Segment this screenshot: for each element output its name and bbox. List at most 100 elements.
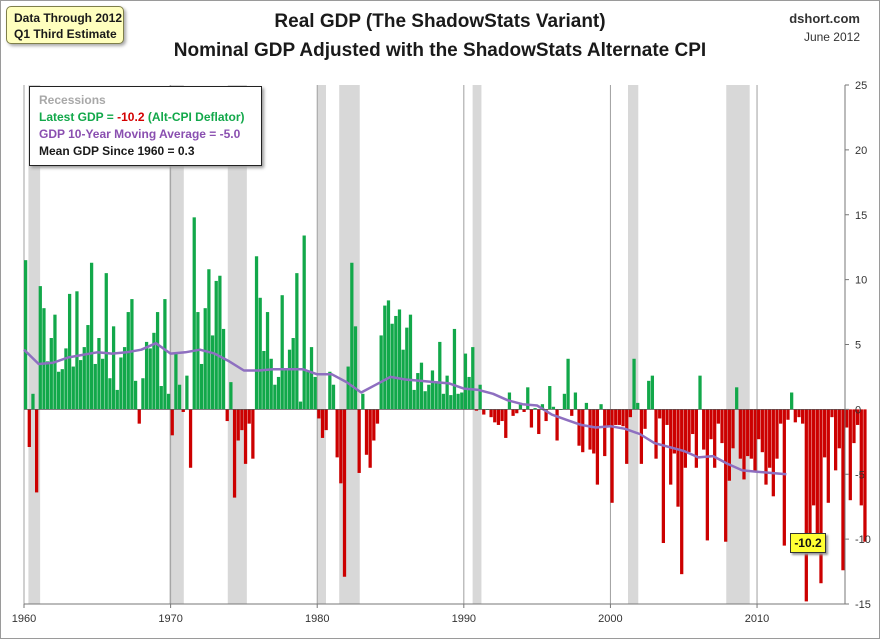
gdp-bar (291, 338, 295, 410)
gdp-bar (628, 409, 633, 418)
recession-band (628, 85, 639, 604)
gdp-bar (537, 409, 541, 435)
gdp-bar (482, 409, 486, 415)
gdp-bar (262, 350, 266, 410)
gdp-bar (661, 409, 666, 544)
gdp-bar (64, 348, 68, 410)
gdp-bar (735, 387, 739, 410)
gdp-bar (522, 409, 526, 412)
gdp-bar (287, 349, 292, 410)
gdp-bar (78, 360, 83, 410)
gdp-bar (306, 371, 310, 410)
legend-mean: Mean GDP Since 1960 = 0.3 (39, 144, 195, 158)
gdp-bar (654, 409, 658, 459)
gdp-bar (144, 341, 149, 410)
gdp-bar (823, 409, 827, 458)
gdp-bar (680, 409, 684, 575)
gdp-bar (137, 409, 141, 424)
gdp-bar (804, 409, 808, 602)
gdp-bar (720, 409, 724, 444)
gdp-bar (617, 409, 622, 425)
recession-band (28, 85, 41, 604)
gdp-bar (746, 409, 750, 457)
gdp-bar (313, 376, 317, 410)
gdp-bar (273, 384, 277, 410)
moving-average-line (23, 341, 787, 476)
gdp-bar (353, 326, 358, 410)
gdp-bar (742, 409, 746, 480)
gdp-bar (621, 409, 625, 427)
gdp-bar (397, 309, 402, 410)
gdp-bar (346, 366, 350, 410)
gdp-bar (317, 409, 321, 419)
gdp-bar (93, 363, 97, 410)
gdp-bar (797, 409, 801, 418)
gdp-bar (573, 392, 578, 410)
gdp-bar (24, 260, 28, 410)
gdp-bar (544, 409, 548, 422)
gdp-bar (181, 409, 185, 412)
legend-latest-prefix: Latest GDP = (39, 110, 118, 124)
gdp-bar (133, 380, 138, 410)
gdp-bar (75, 291, 79, 410)
gdp-bar (427, 384, 431, 410)
gdp-bar (665, 409, 669, 425)
x-tick-label: 2000 (598, 613, 622, 625)
recession-band (472, 85, 482, 604)
gdp-bar (801, 409, 805, 424)
gdp-bar (111, 326, 116, 410)
y-tick-label: -15 (855, 599, 871, 611)
y-tick-label: 20 (855, 145, 867, 157)
gdp-bars (24, 217, 867, 602)
gdp-bar (500, 409, 504, 422)
gdp-bar (845, 409, 849, 428)
gdp-bar (372, 409, 376, 441)
gdp-bar (174, 353, 178, 410)
legend-latest-suffix: (Alt-CPI Deflator) (144, 110, 245, 124)
gdp-bar (452, 328, 457, 410)
gdp-bar (676, 409, 680, 507)
gdp-bar (518, 402, 523, 410)
gdp-bar (405, 327, 409, 410)
gdp-bar (460, 392, 464, 410)
gdp-bar (775, 409, 779, 459)
gdp-bar (467, 376, 471, 410)
gdp-bar (412, 389, 416, 410)
gdp-bar (71, 366, 75, 410)
gdp-bar (254, 256, 259, 410)
gdp-bar (768, 409, 772, 468)
gdp-bar (855, 409, 860, 425)
moving-average-layer (23, 341, 787, 476)
y-tick-label: 25 (855, 80, 867, 92)
y-tick-label: 5 (855, 340, 861, 352)
gdp-bar (614, 409, 618, 425)
gdp-bar (753, 409, 757, 472)
gdp-bar (192, 217, 196, 410)
gdp-bar (647, 380, 651, 410)
gdp-bar (496, 409, 501, 425)
gdp-bar (379, 335, 383, 410)
gdp-bar (738, 409, 742, 459)
gdp-bar (408, 314, 413, 410)
gdp-bar (284, 370, 288, 410)
gdp-bar (570, 409, 574, 416)
gdp-bar (207, 269, 211, 410)
gdp-bar (251, 409, 255, 459)
gdp-bar (86, 325, 90, 410)
gdp-bar (331, 384, 336, 410)
gdp-bar (863, 409, 867, 542)
gdp-bar (185, 375, 189, 410)
gdp-bar (115, 389, 119, 410)
gdp-bar (141, 378, 145, 410)
gdp-bar (199, 363, 204, 410)
gdp-bar (533, 408, 537, 410)
gdp-bar (236, 409, 240, 441)
gdp-bar (639, 409, 644, 464)
gdp-bar (474, 409, 479, 411)
gdp-bar (335, 409, 339, 458)
gdp-bar (375, 409, 380, 424)
gdp-bar (67, 293, 72, 410)
gdp-bar (232, 409, 237, 498)
gdp-bar (830, 409, 834, 418)
gdp-bar (108, 378, 112, 410)
